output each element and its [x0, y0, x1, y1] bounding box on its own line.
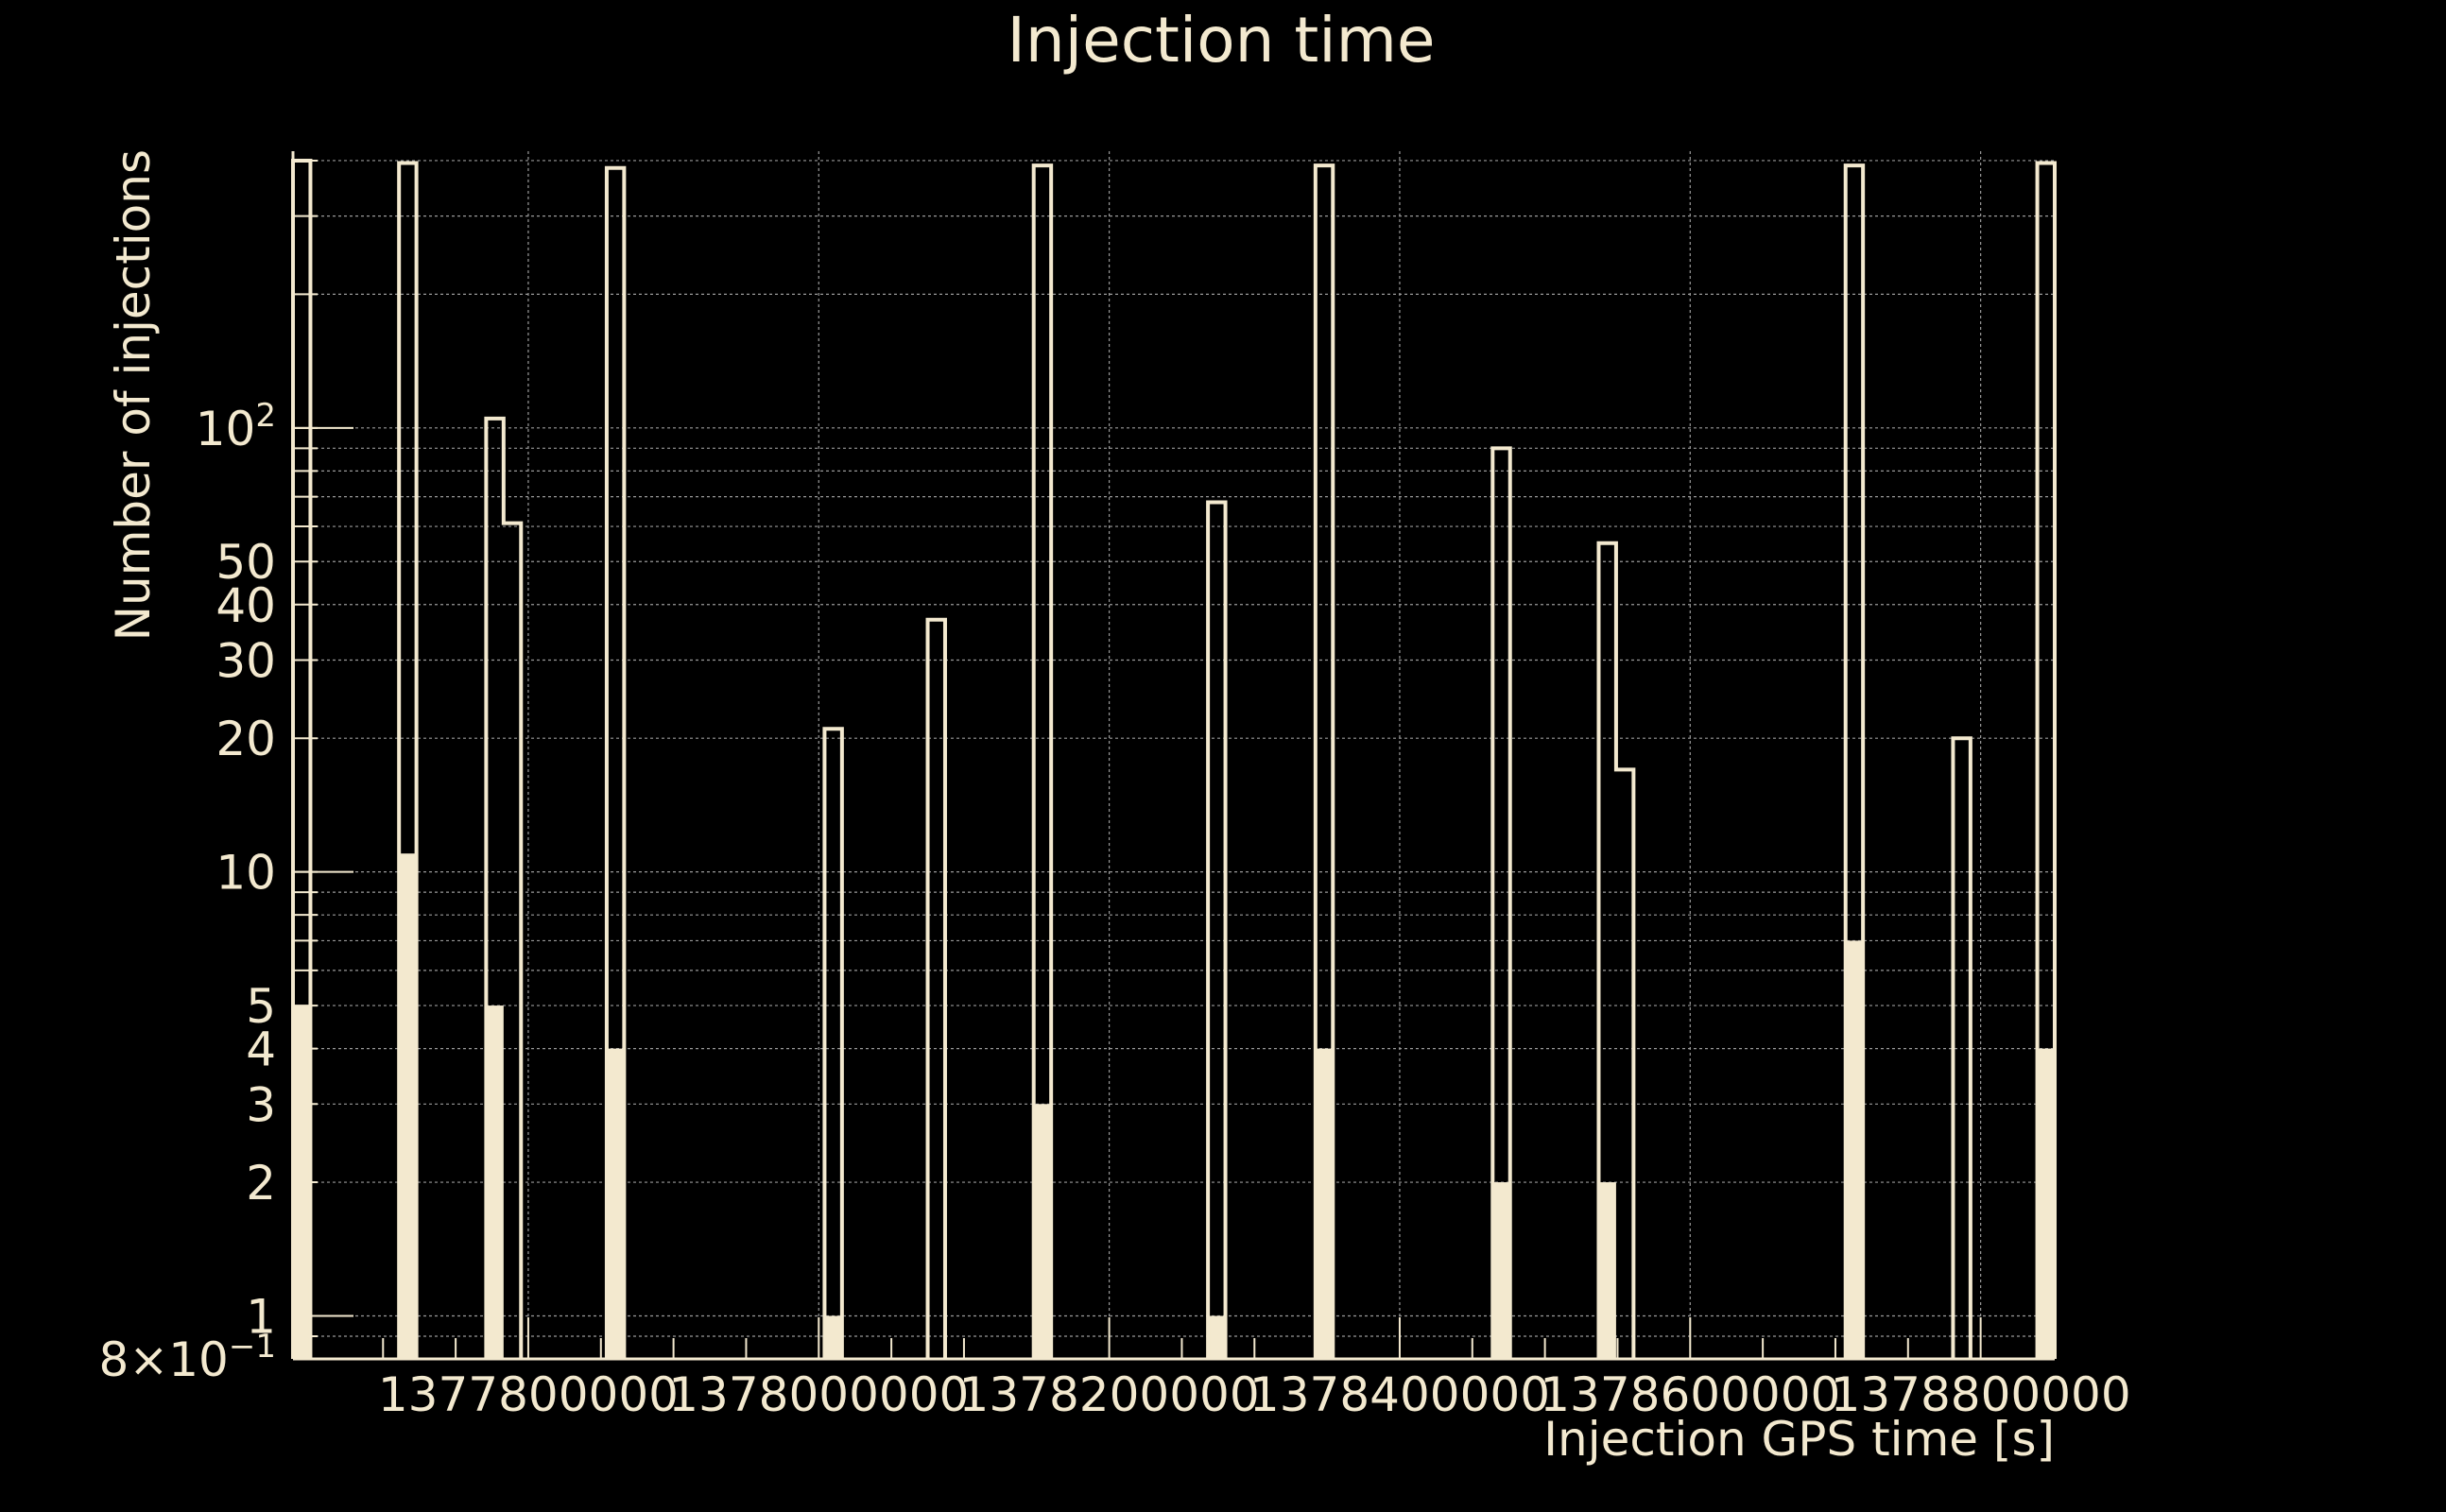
- y-tick-label: 1: [246, 1289, 276, 1344]
- outline-bar: [1951, 736, 1972, 1359]
- filled-bar: [824, 1315, 842, 1359]
- filled-bar: [1492, 1182, 1510, 1359]
- x-tick-label: 1378000000: [668, 1367, 969, 1422]
- filled-bar: [606, 1048, 625, 1359]
- y-tick-label: 4: [246, 1022, 276, 1077]
- filled-bar: [399, 853, 417, 1359]
- outline-bar: [1490, 446, 1512, 1359]
- outline-bar: [604, 165, 627, 1359]
- outline-bar: [2035, 161, 2057, 1359]
- x-tick-label: 1378800000: [1831, 1367, 2131, 1422]
- filled-bar: [1315, 1048, 1334, 1359]
- y-tick-label: 8×10−1: [99, 1328, 276, 1387]
- filled-bars: [293, 853, 2055, 1359]
- filled-bar: [486, 1005, 504, 1359]
- outline-bar: [1031, 163, 1054, 1359]
- outline-bar: [484, 416, 524, 1359]
- filled-bar: [1845, 940, 1864, 1359]
- y-tick-label: 10: [215, 846, 276, 901]
- y-tick-label: 5: [246, 979, 276, 1034]
- x-tick-label: 1378400000: [1249, 1367, 1550, 1422]
- y-tick-label: 3: [246, 1077, 276, 1132]
- outline-bar: [397, 161, 419, 1359]
- outline-bar: [822, 727, 844, 1359]
- outline-bar: [1313, 163, 1335, 1359]
- grid-lines: [293, 151, 2055, 1360]
- x-tick-label: 1378200000: [959, 1367, 1260, 1422]
- outline-bars: [291, 158, 2057, 1359]
- y-tick-label: 20: [215, 712, 276, 766]
- outline-bar: [1596, 541, 1636, 1359]
- filled-bar: [1598, 1182, 1616, 1359]
- filled-bar: [2037, 1048, 2055, 1359]
- axes: [291, 151, 2055, 1361]
- x-tick-label: 1378600000: [1540, 1367, 1840, 1422]
- y-tick-label: 2: [246, 1156, 276, 1211]
- y-tick-label: 50: [215, 535, 276, 590]
- y-tick-label: 30: [215, 633, 276, 688]
- outline-bar: [1206, 500, 1228, 1359]
- x-tick-label: 1377800000: [378, 1367, 679, 1422]
- filled-bar: [1208, 1315, 1226, 1359]
- x-axis-label: Injection GPS time [s]: [1543, 1412, 2055, 1467]
- outline-bar: [925, 617, 947, 1359]
- chart-title: Injection time: [1007, 4, 1435, 77]
- filled-bar: [1033, 1104, 1052, 1359]
- y-axis-label: Number of injections: [106, 149, 161, 641]
- outline-bar: [1843, 163, 1866, 1359]
- y-tick-label: 102: [196, 397, 276, 456]
- y-tick-label: 40: [215, 578, 276, 633]
